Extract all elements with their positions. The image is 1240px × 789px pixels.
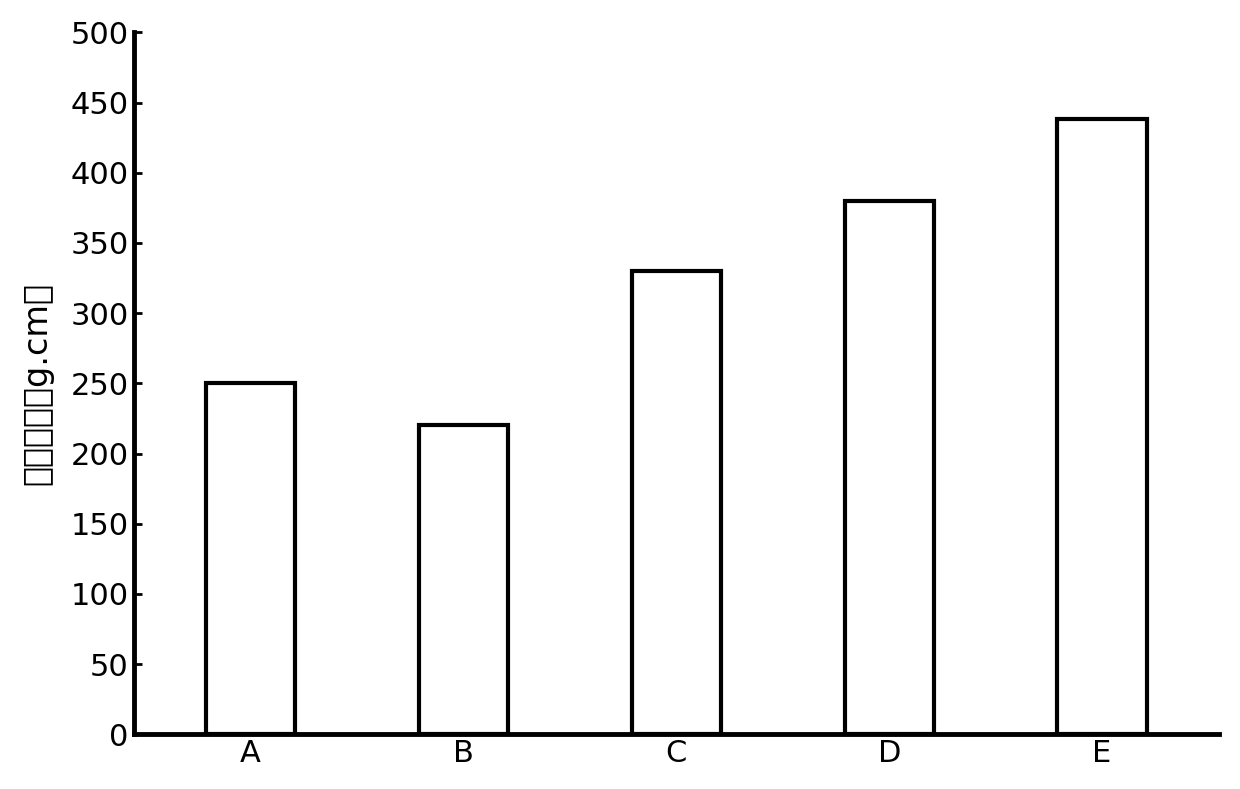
Bar [631, 271, 722, 735]
Bar [1058, 119, 1147, 735]
Bar [206, 383, 295, 735]
Bar [419, 425, 508, 735]
Y-axis label: 凝胶强度（g.cm）: 凝胶强度（g.cm） [21, 282, 53, 484]
Bar [844, 201, 934, 735]
